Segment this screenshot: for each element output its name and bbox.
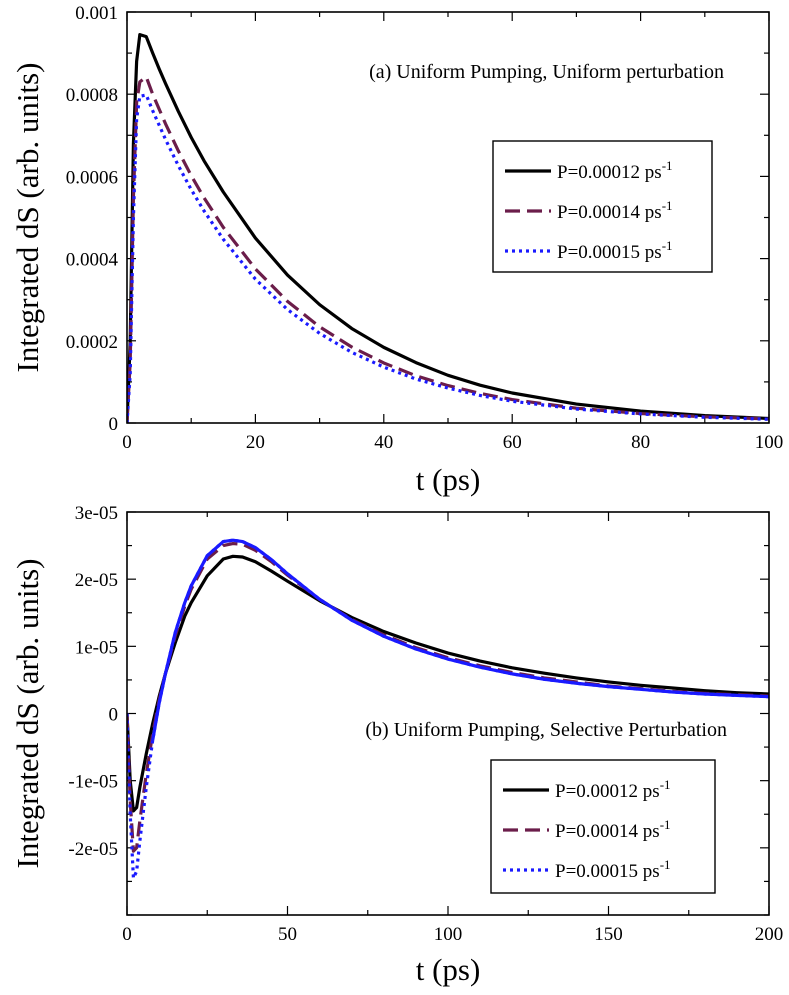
chart-panel-a: 0 20 40 60 80 100 0 0.0002 0.0004 0.0006 0.0008 0.0… [10,3,783,497]
panel-annotation: (a) Uniform Pumping, Uniform perturbatio… [369,61,724,83]
series-line-1 [127,554,769,813]
x-tick-label: 200 [755,924,784,945]
x-axis-title: t (ps) [416,462,481,497]
plot-frame [126,11,770,424]
legend: P=0.00012 ps-1 P=0.00014 ps-1 P=0.00015 ps… [492,140,713,273]
y-tick-label: 0 [109,705,119,726]
y-tick-label: 1e-05 [75,637,118,658]
y-tick-label: 3e-05 [75,503,118,524]
y-tick-label: -2e-05 [68,839,118,860]
y-tick-label: -1e-05 [68,772,118,793]
x-tick-label: 50 [278,924,297,945]
y-axis-title: Integrated dS (arb. units) [10,559,45,869]
plot-frame [126,511,770,916]
series-line-1 [127,33,769,423]
legend-label: P=0.00014 ps-1 [557,198,673,223]
y-tick-label: 2e-05 [75,570,118,591]
y-tick-label: 0 [109,414,119,435]
x-tick-label: 0 [122,924,132,945]
x-axis-title: t (ps) [416,952,481,987]
chart-panel-b: 0 50 100 150 200 -2e-05 -1e-05 0 1e-05 2e-05 3e-05… [10,503,783,987]
legend-box [490,759,716,894]
panel-annotation: (b) Uniform Pumping, Selective Perturbat… [365,719,727,741]
x-tick-label: 40 [374,432,393,453]
y-tick-label: 0.001 [75,3,118,24]
legend-label: P=0.00012 ps-1 [557,158,673,183]
x-tick-label: 20 [246,432,265,453]
legend-label: P=0.00014 ps-1 [555,817,671,842]
legend: P=0.00012 ps-1 P=0.00014 ps-1 P=0.00015 ps… [490,759,716,894]
series-line-3 [127,93,769,423]
legend-box [492,140,713,273]
x-tick-label: 0 [122,432,132,453]
x-tick-label: 100 [755,432,784,453]
series-line-2 [127,75,769,423]
x-tick-label: 60 [503,432,522,453]
y-tick-label: 0.0002 [66,332,118,353]
series-group [127,538,769,880]
x-tick-label: 100 [434,924,463,945]
x-tick-label: 150 [594,924,623,945]
legend-label: P=0.00012 ps-1 [555,777,671,802]
y-tick-label: 0.0008 [66,85,118,106]
y-tick-label: 0.0004 [66,250,119,271]
legend-label: P=0.00015 ps-1 [555,857,671,882]
y-tick-label: 0.0006 [66,167,118,188]
series-line-4 [151,538,769,741]
legend-label: P=0.00015 ps-1 [557,238,673,263]
series-group [127,33,769,423]
x-tick-label: 80 [631,432,650,453]
y-axis-title: Integrated dS (arb. units) [10,63,45,373]
